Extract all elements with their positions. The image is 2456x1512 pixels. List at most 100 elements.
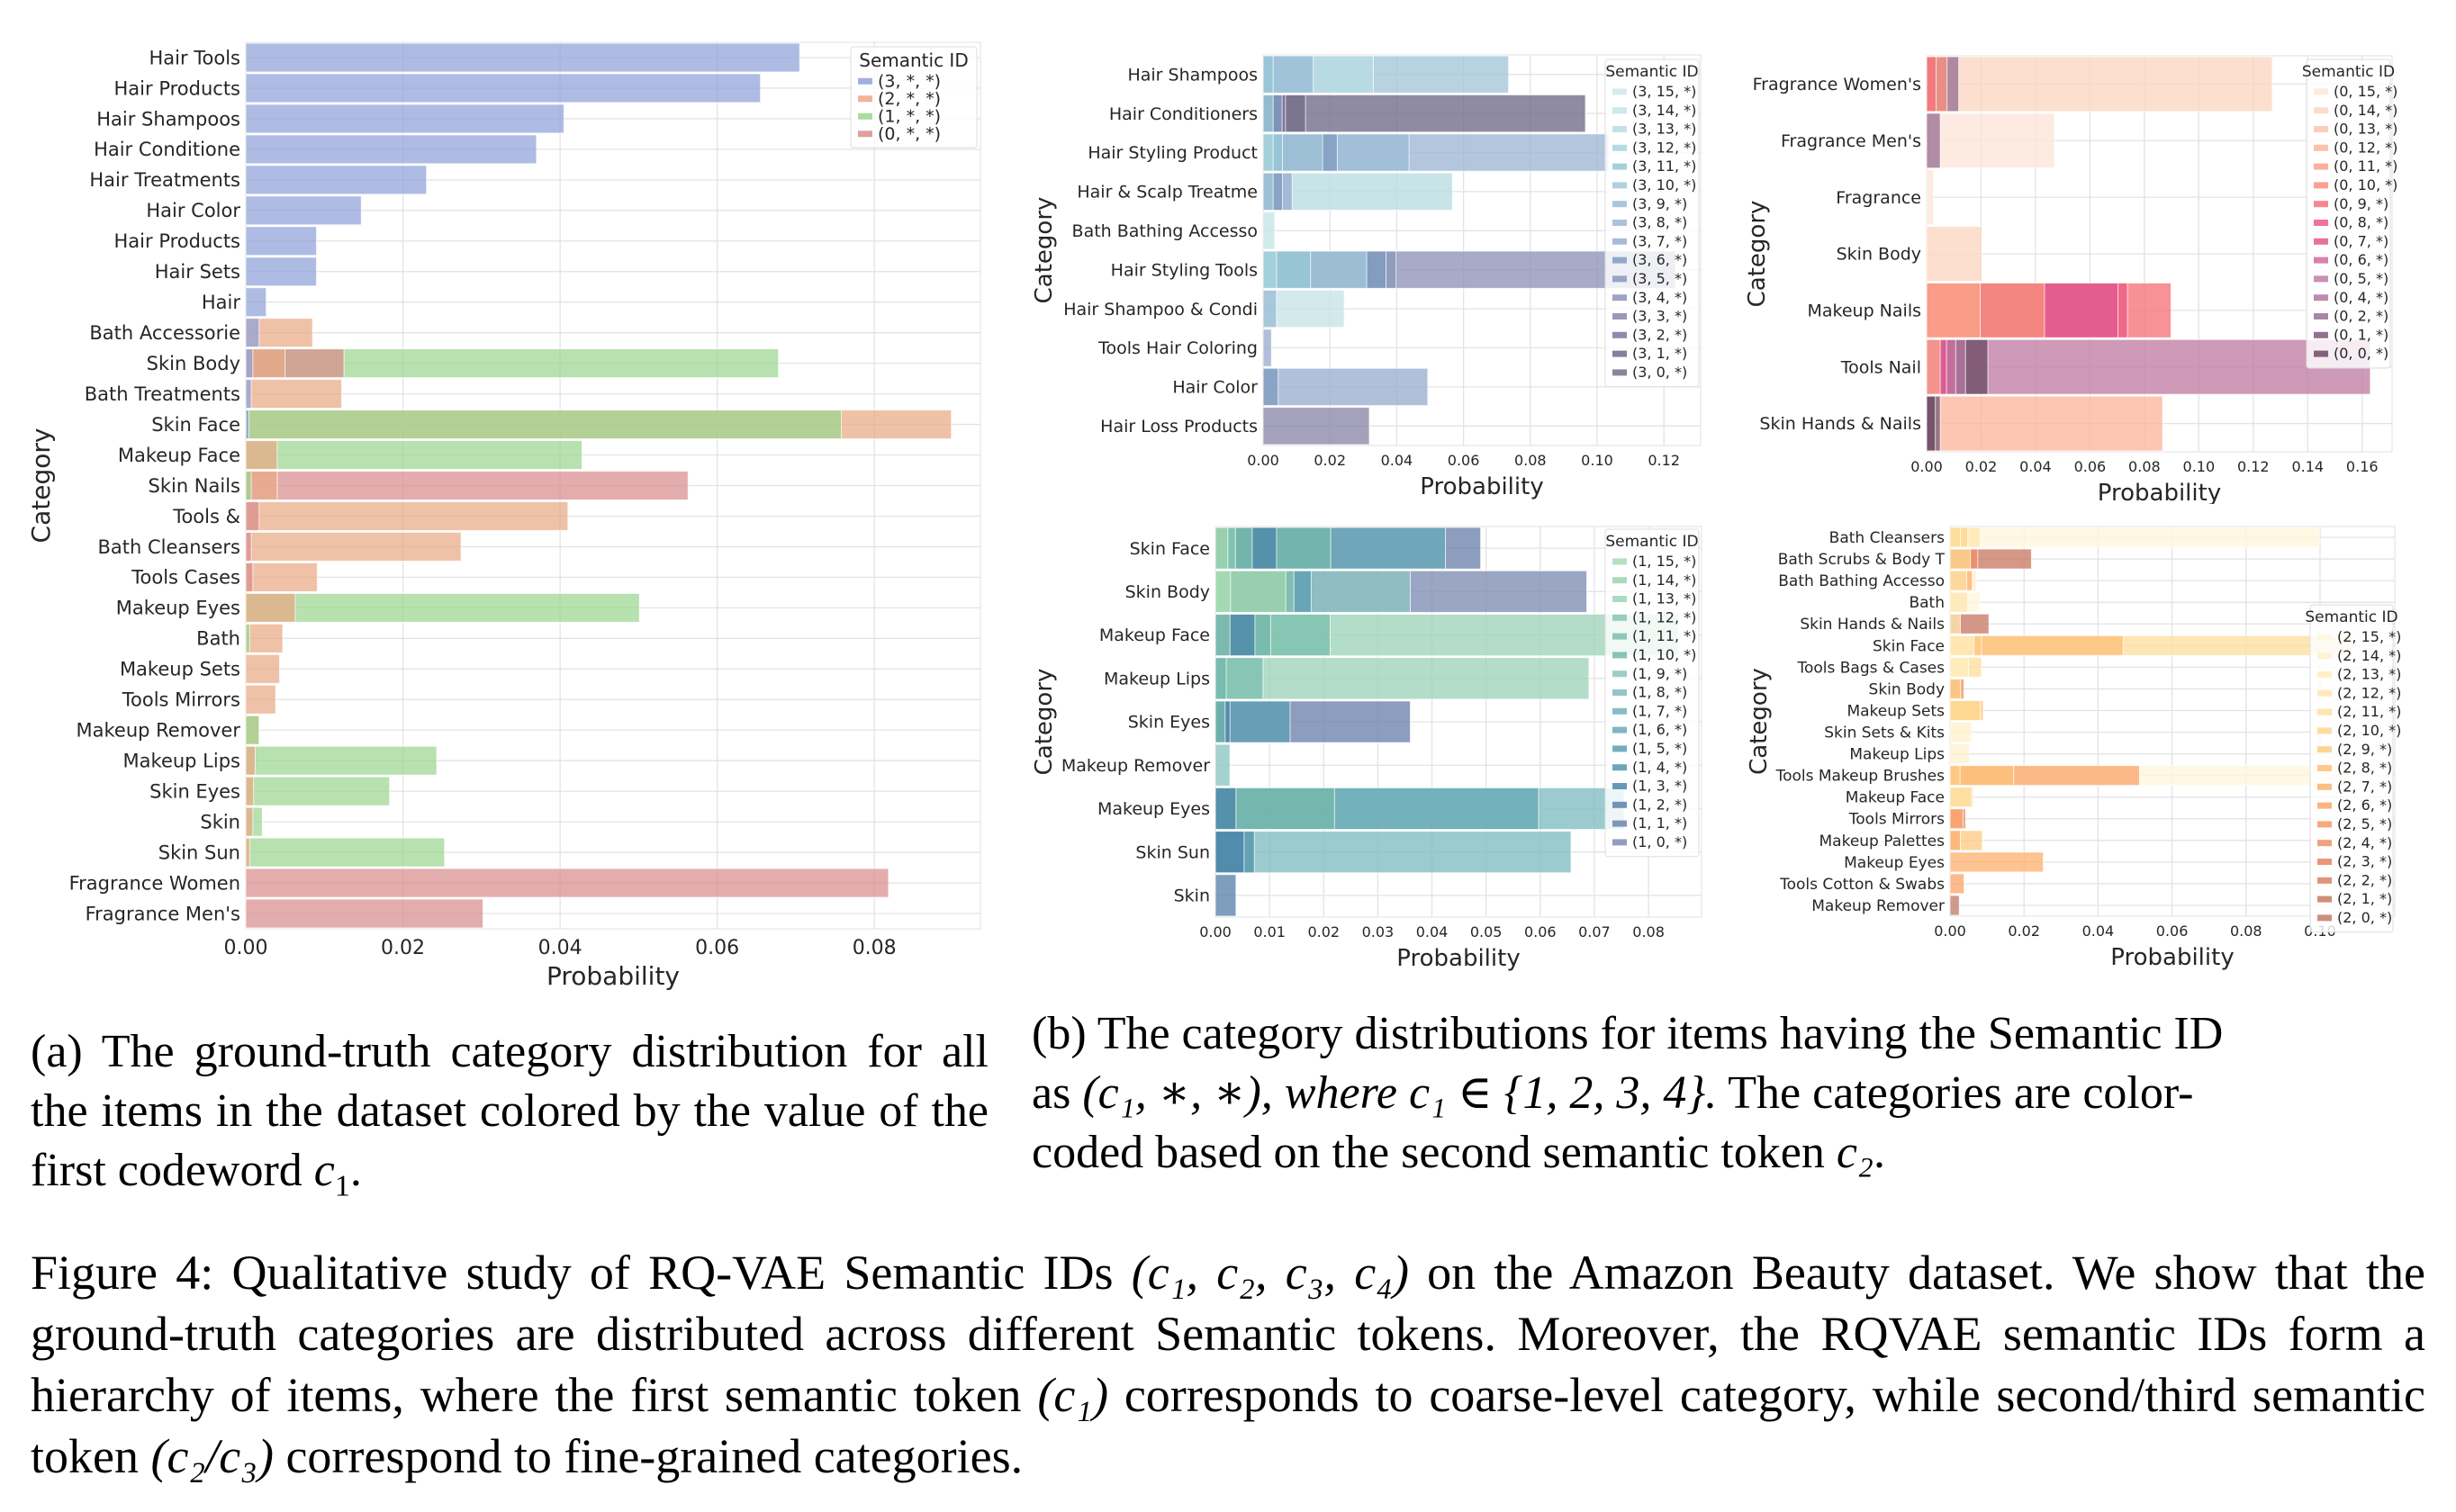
legend-title: Semantic ID xyxy=(2305,608,2397,626)
category-label: Fragrance xyxy=(1836,188,1921,208)
category-label: Hair Conditione xyxy=(94,139,240,160)
bar-segment xyxy=(1949,591,1969,613)
category-label: Skin Face xyxy=(1130,539,1210,559)
x-tick-label: 0.02 xyxy=(2008,922,2040,940)
bar-segment xyxy=(1214,831,1245,874)
bar-segment xyxy=(1949,526,1962,548)
bar-segment xyxy=(1926,112,1941,169)
x-tick-label: 0.10 xyxy=(1581,452,1613,469)
category-label: Skin Body xyxy=(1869,680,1945,698)
bar-segment xyxy=(245,592,296,623)
x-axis-label: Probability xyxy=(2098,480,2221,504)
legend-entry: (3, 1, *) xyxy=(1632,345,1687,362)
x-tick-label: 0.04 xyxy=(2019,458,2052,475)
bar-segment xyxy=(1949,873,1965,895)
legend-entry: (0, 9, *) xyxy=(2334,195,2388,212)
caption-a-end: . xyxy=(349,1145,362,1196)
legend-entry: (0, 2, *) xyxy=(2334,308,2388,325)
caption-b-line3-end: . xyxy=(1874,1127,1885,1178)
bar-segment xyxy=(1949,743,1970,765)
category-label: Skin Sets & Kits xyxy=(1824,724,1945,742)
caption-b-line3-math: c₂ xyxy=(1836,1127,1874,1178)
category-label: Bath xyxy=(196,628,240,650)
legend-swatch xyxy=(858,112,872,120)
bar-segment xyxy=(1949,548,1972,570)
bar-segment xyxy=(1262,94,1274,133)
category-label: Fragrance Women xyxy=(69,872,240,894)
x-tick-label: 0.00 xyxy=(224,937,268,959)
category-label: Tools Mirrors xyxy=(1848,811,1945,829)
chart-panel-b-c1-3: Hair Shampoos Hair Conditioners Hair Styli… xyxy=(1031,54,1702,500)
legend-entry: (2, 9, *) xyxy=(2337,741,2392,758)
bar-segment xyxy=(245,837,250,868)
figure-caption-math-3: (c₂/c₃) xyxy=(150,1429,274,1483)
bar-segment xyxy=(1949,678,1962,699)
x-tick-label: 0.00 xyxy=(1934,922,1966,940)
legend-entry: (0, 8, *) xyxy=(2334,214,2388,231)
x-tick-label: 0.04 xyxy=(1416,923,1449,940)
legend-swatch xyxy=(2314,313,2328,320)
category-label: Makeup Remover xyxy=(77,720,241,742)
legend-swatch xyxy=(2317,652,2332,660)
figure-caption-math-2: (c₁) xyxy=(1037,1368,1109,1422)
category-label: Bath Bathing Accesso xyxy=(1072,221,1258,241)
legend-entry: (0, 10, *) xyxy=(2334,176,2397,194)
legend-entry: (1, 5, *) xyxy=(1632,740,1687,757)
legend-swatch xyxy=(2317,689,2332,697)
x-tick-label: 0.10 xyxy=(2183,458,2216,475)
bar-segment xyxy=(1926,169,1935,226)
bar-segment xyxy=(245,898,484,929)
figure-caption-text-3: corresponds to coarse-level category, wh… xyxy=(31,1368,2425,1483)
legend-entry: (1, 4, *) xyxy=(1632,759,1687,776)
legend-swatch xyxy=(2314,126,2328,132)
category-label: Skin Nails xyxy=(149,475,241,497)
y-axis-label: Category xyxy=(1746,668,1773,775)
caption-b-line3-pre: coded based on the second semantic token xyxy=(1032,1127,1837,1178)
bar-segment xyxy=(1214,657,1227,700)
legend-swatch xyxy=(2317,634,2332,641)
category-label: Makeup Face xyxy=(118,445,240,466)
legend-entry: (1, 9, *) xyxy=(1632,665,1687,682)
legend-swatch xyxy=(2317,802,2332,809)
legend-entry: (3, 8, *) xyxy=(1632,214,1687,231)
legend-entry: (3, *, *) xyxy=(878,71,941,91)
x-tick-label: 0.00 xyxy=(1199,923,1232,940)
legend-swatch xyxy=(1612,670,1627,678)
legend-swatch xyxy=(1612,350,1627,357)
bar-segment xyxy=(245,592,640,623)
legend-entry: (3, 4, *) xyxy=(1632,289,1687,306)
y-axis-label: Category xyxy=(1744,201,1771,308)
category-label: Tools Makeup Brushes xyxy=(1775,768,1946,786)
category-label: Hair Sets xyxy=(155,261,240,283)
legend-swatch xyxy=(1612,558,1627,565)
x-tick-label: 0.02 xyxy=(381,937,425,959)
category-label: Hair Styling Product xyxy=(1088,143,1258,163)
legend-swatch xyxy=(2314,256,2328,264)
bar-segment xyxy=(1949,787,1973,808)
chart-panel-b-c1-1: Skin Face Skin Body Makeup Face Makeup Lips… xyxy=(1031,526,1702,972)
x-tick-label: 0.12 xyxy=(2237,458,2270,475)
legend-swatch xyxy=(2314,107,2328,114)
legend-entry: (1, 7, *) xyxy=(1632,702,1687,719)
legend-swatch xyxy=(2314,350,2328,357)
category-label: Makeup Remover xyxy=(1811,897,1945,915)
bar-segment xyxy=(1949,895,1960,916)
category-label: Hair Loss Products xyxy=(1100,417,1258,436)
category-label: Tools & xyxy=(172,506,240,527)
bar-segment xyxy=(1926,112,2055,169)
caption-b-line2: as (c₁, ∗, ∗), where c₁ ∈ {1, 2, 3, 4}. … xyxy=(1032,1064,2427,1123)
legend-entry: (2, 0, *) xyxy=(2337,909,2392,926)
legend-swatch xyxy=(2317,671,2332,678)
category-label: Skin Body xyxy=(147,353,240,374)
legend-entry: (1, 10, *) xyxy=(1632,646,1696,663)
bar-segment xyxy=(1262,328,1272,367)
category-label: Makeup Eyes xyxy=(1844,854,1945,872)
bar-segment xyxy=(1214,743,1231,787)
legend-entry: (1, 0, *) xyxy=(1632,833,1687,850)
category-label: Skin Body xyxy=(1837,245,1921,265)
legend-entry: (2, 4, *) xyxy=(2337,834,2392,851)
bar-segment xyxy=(245,500,569,531)
bar-segment xyxy=(245,745,438,776)
legend-swatch xyxy=(1612,220,1627,226)
legend-swatch xyxy=(2317,877,2332,884)
